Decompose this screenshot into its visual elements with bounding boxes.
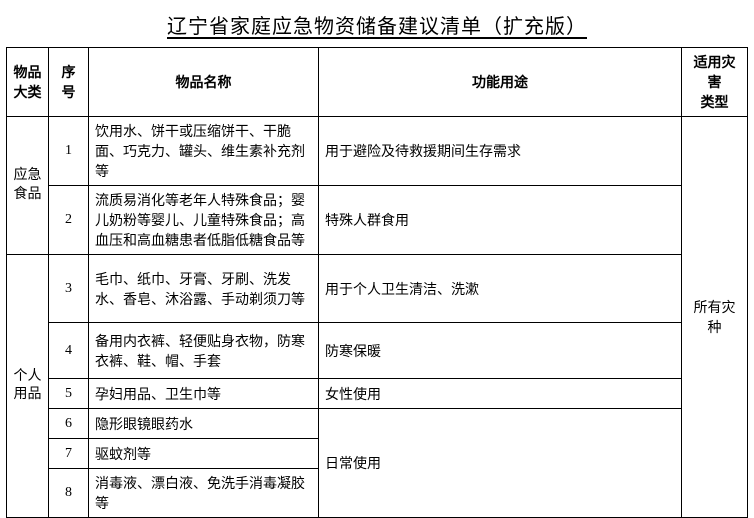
col-disaster: 适用灾害 类型 [682, 48, 748, 117]
seq-cell: 1 [49, 117, 89, 186]
name-cell: 驱蚊剂等 [89, 439, 319, 469]
name-cell: 隐形眼镜眼药水 [89, 409, 319, 439]
table-row: 6 隐形眼镜眼药水 日常使用 [7, 409, 748, 439]
seq-cell: 4 [49, 323, 89, 379]
func-cell: 女性使用 [319, 379, 682, 409]
seq-cell: 3 [49, 255, 89, 323]
table-row: 4 备用内衣裤、轻便贴身衣物，防寒衣裤、鞋、帽、手套 防寒保暖 [7, 323, 748, 379]
seq-cell: 6 [49, 409, 89, 439]
func-cell: 特殊人群食用 [319, 186, 682, 255]
name-cell: 消毒液、漂白液、免洗手消毒凝胶等 [89, 469, 319, 518]
col-func: 功能用途 [319, 48, 682, 117]
table-row: 应急 食品 1 饮用水、饼干或压缩饼干、干脆面、巧克力、罐头、维生素补充剂等 用… [7, 117, 748, 186]
col-category: 物品 大类 [7, 48, 49, 117]
supply-table: 物品 大类 序号 物品名称 功能用途 适用灾害 类型 应急 食品 1 饮用水、饼… [6, 47, 748, 518]
seq-cell: 2 [49, 186, 89, 255]
category-cell-food: 应急 食品 [7, 117, 49, 255]
name-cell: 流质易消化等老年人特殊食品；婴儿奶粉等婴儿、儿童特殊食品；高血压和高血糖患者低脂… [89, 186, 319, 255]
page-title: 辽宁省家庭应急物资储备建议清单（扩充版） [6, 4, 748, 47]
name-cell: 饮用水、饼干或压缩饼干、干脆面、巧克力、罐头、维生素补充剂等 [89, 117, 319, 186]
seq-cell: 5 [49, 379, 89, 409]
table-header-row: 物品 大类 序号 物品名称 功能用途 适用灾害 类型 [7, 48, 748, 117]
seq-cell: 8 [49, 469, 89, 518]
col-seq: 序号 [49, 48, 89, 117]
func-cell: 用于避险及待救援期间生存需求 [319, 117, 682, 186]
func-cell: 用于个人卫生清洁、洗漱 [319, 255, 682, 323]
disaster-cell: 所有灾种 [682, 117, 748, 518]
table-row: 个人 用品 3 毛巾、纸巾、牙膏、牙刷、洗发水、香皂、沐浴露、手动剃须刀等 用于… [7, 255, 748, 323]
name-cell: 孕妇用品、卫生巾等 [89, 379, 319, 409]
name-cell: 毛巾、纸巾、牙膏、牙刷、洗发水、香皂、沐浴露、手动剃须刀等 [89, 255, 319, 323]
category-cell-personal: 个人 用品 [7, 255, 49, 518]
name-cell: 备用内衣裤、轻便贴身衣物，防寒衣裤、鞋、帽、手套 [89, 323, 319, 379]
col-name: 物品名称 [89, 48, 319, 117]
seq-cell: 7 [49, 439, 89, 469]
func-cell: 日常使用 [319, 409, 682, 518]
table-row: 5 孕妇用品、卫生巾等 女性使用 [7, 379, 748, 409]
func-cell: 防寒保暖 [319, 323, 682, 379]
table-row: 2 流质易消化等老年人特殊食品；婴儿奶粉等婴儿、儿童特殊食品；高血压和高血糖患者… [7, 186, 748, 255]
